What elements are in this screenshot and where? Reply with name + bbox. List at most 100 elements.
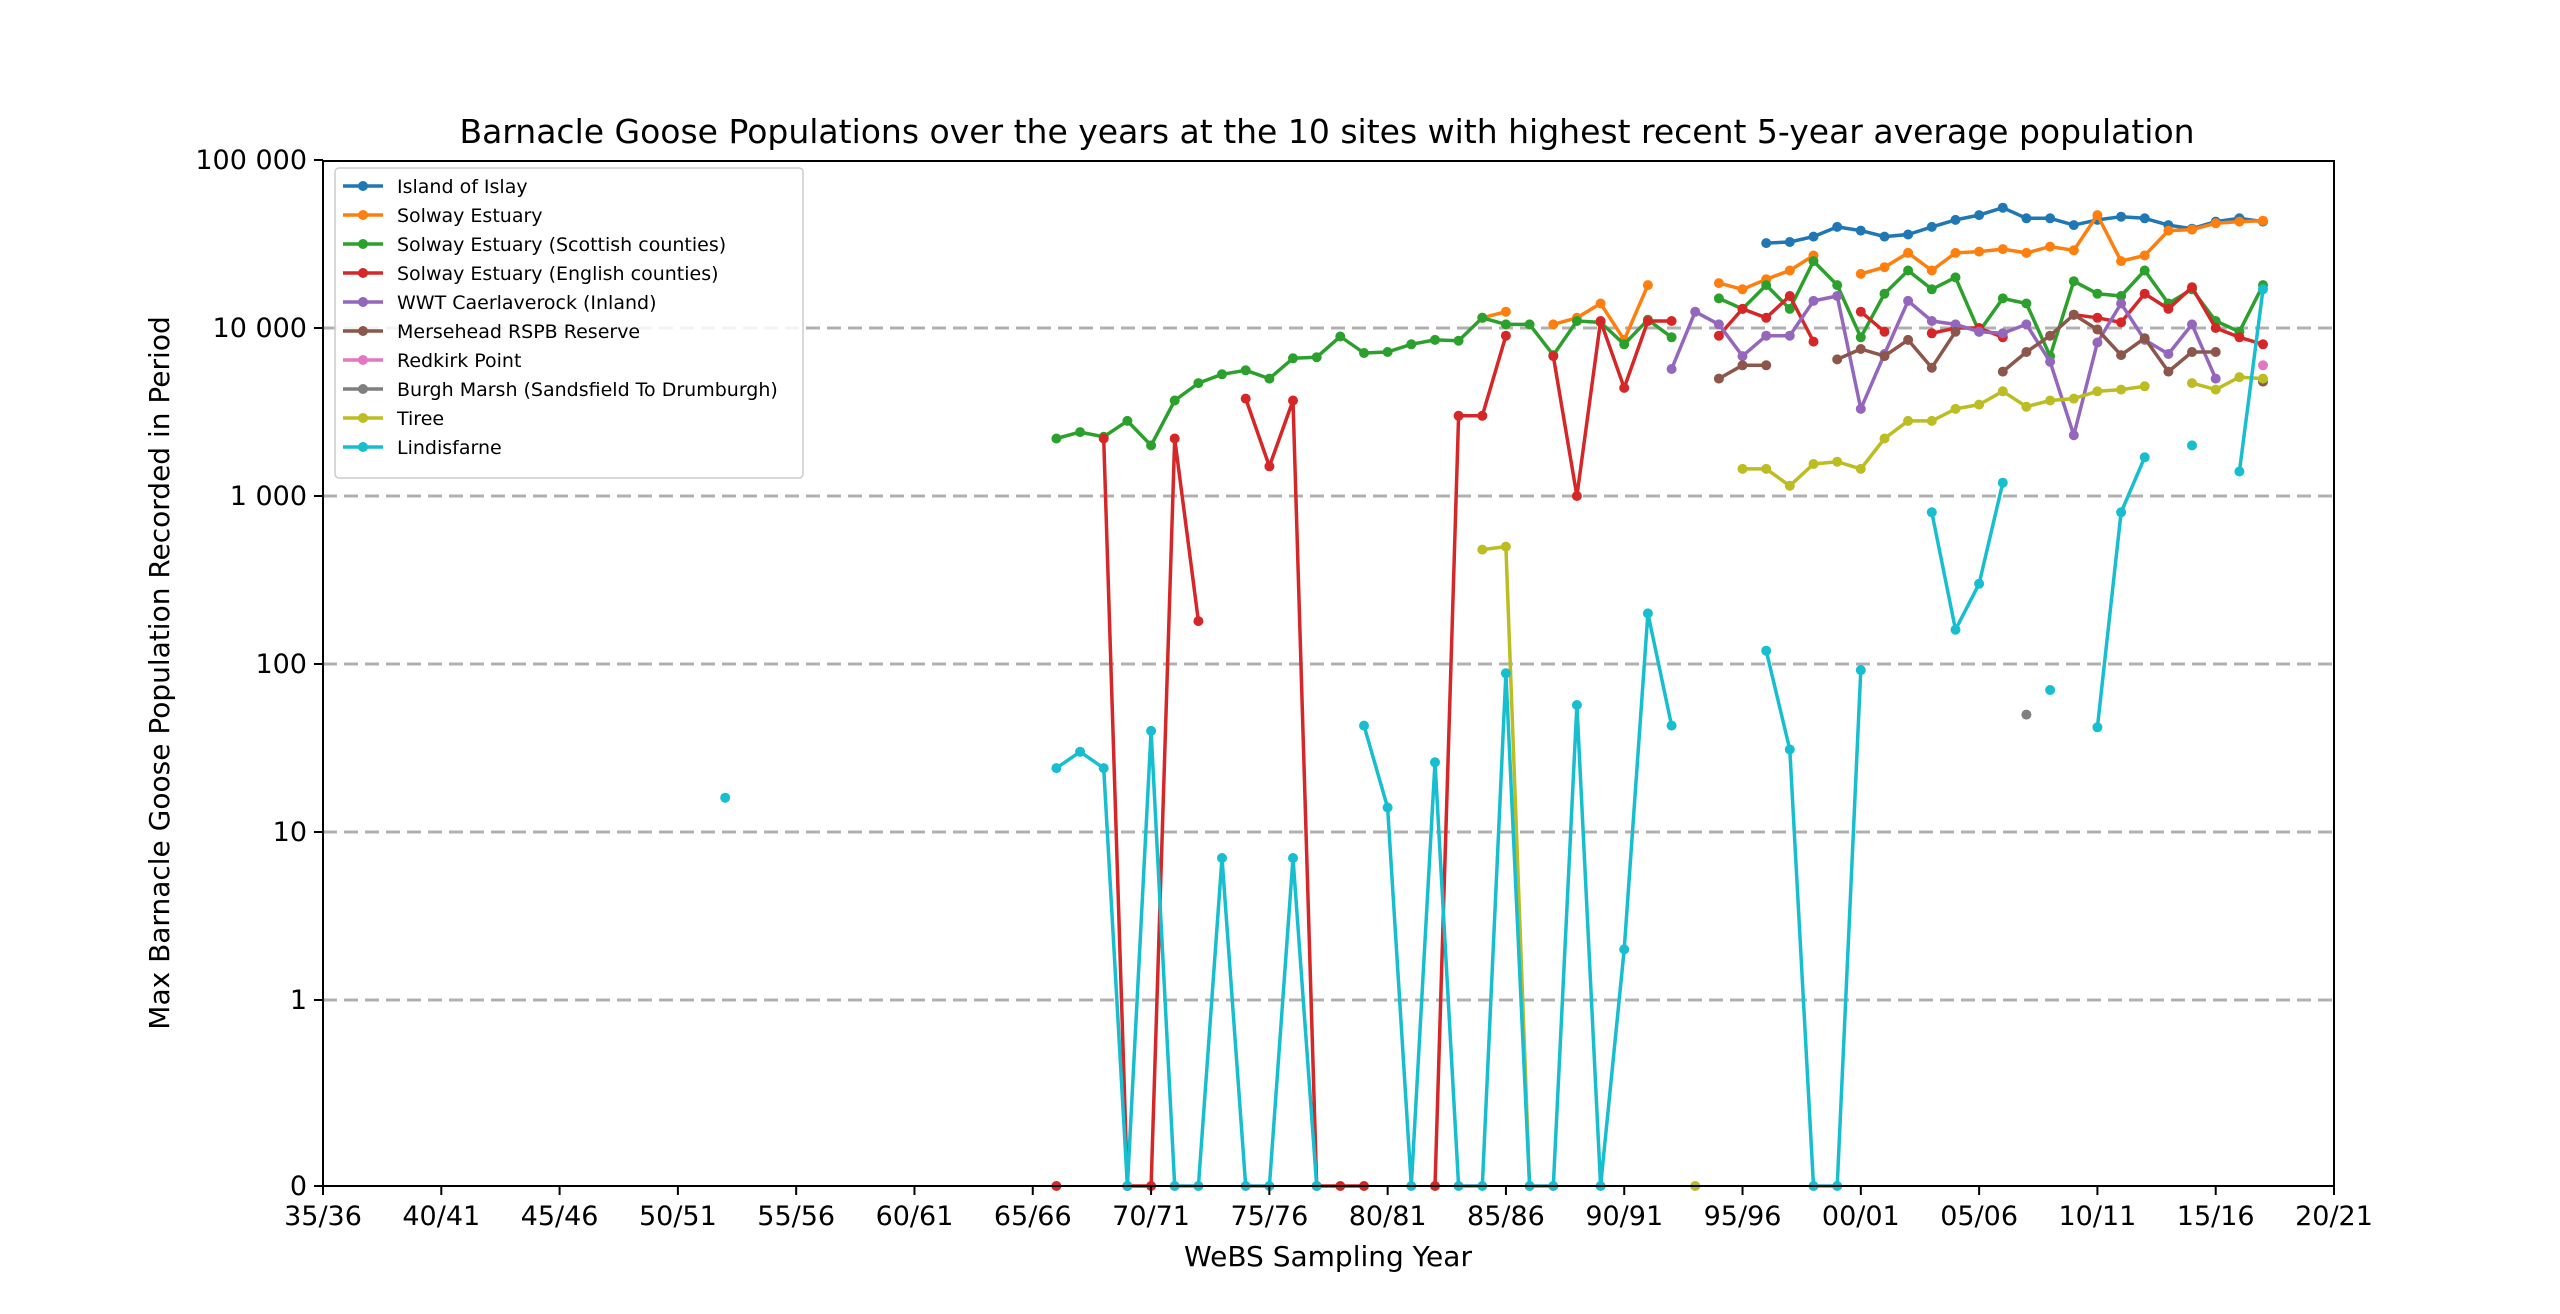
data-point [2021, 213, 2032, 224]
x-tick-label: 85/86 [1467, 1201, 1545, 1232]
series-3 [1051, 256, 2268, 451]
series-line [1836, 330, 1957, 370]
data-point [1169, 395, 1180, 406]
legend-label: Redkirk Point [397, 350, 521, 372]
data-point [2139, 265, 2150, 276]
legend-label: Lindisfarne [397, 437, 502, 459]
chart-title: Barnacle Goose Populations over the year… [459, 112, 2194, 151]
x-tick-label: 20/21 [2295, 1201, 2373, 1232]
data-point [1713, 330, 1724, 341]
data-point [1761, 463, 1772, 474]
data-point [1595, 298, 1606, 309]
data-point [2258, 373, 2268, 384]
data-point [2092, 386, 2103, 397]
x-tick-label: 40/41 [402, 1201, 480, 1232]
data-point [1879, 231, 1890, 242]
legend-entry: Solway Estuary (English counties) [343, 263, 719, 285]
series-line [1433, 335, 1508, 1187]
data-point [1832, 280, 1843, 291]
data-point [2210, 347, 2221, 357]
data-point [1903, 247, 1914, 258]
data-point [1784, 480, 1795, 491]
data-point [2139, 333, 2150, 344]
data-point [1974, 326, 1985, 337]
data-point [1217, 369, 1227, 380]
data-point [1477, 410, 1488, 421]
legend-entry: Tiree [343, 408, 444, 430]
series-line [2237, 289, 2265, 472]
data-point [1950, 326, 1961, 337]
data-point [2234, 466, 2245, 477]
data-point [1997, 328, 2008, 339]
data-point [1879, 288, 1890, 299]
legend-entry: Lindisfarne [343, 437, 502, 459]
series-line [1718, 259, 2265, 358]
legend-entry: Redkirk Point [343, 350, 521, 372]
data-point [2045, 241, 2056, 252]
y-tick-label: 100 000 [195, 145, 307, 176]
data-point [1997, 386, 2008, 397]
data-point [1430, 757, 1440, 768]
data-point [1051, 763, 1062, 774]
data-point [1713, 293, 1724, 304]
y-tick-label: 0 [290, 1171, 307, 1202]
y-tick-label: 1 000 [230, 481, 307, 512]
data-point [1122, 415, 1133, 426]
data-point [1879, 351, 1890, 362]
data-point [2116, 211, 2127, 222]
legend-label: Burgh Marsh (Sandsfield To Drumburgh) [397, 379, 778, 401]
data-point [2163, 225, 2174, 236]
data-point [2092, 288, 2103, 299]
data-point [1997, 293, 2008, 304]
series-line [1244, 398, 1364, 1188]
series-line [1055, 729, 1319, 1188]
data-point [1926, 221, 1937, 232]
data-point [1879, 326, 1890, 337]
series-line [1764, 650, 1863, 1188]
data-point [1950, 272, 1961, 283]
y-tick-label: 1 [290, 985, 307, 1016]
data-point [1548, 319, 1559, 330]
data-point [1974, 578, 1985, 589]
data-point [1903, 415, 1914, 426]
legend-box [334, 167, 804, 479]
data-point [1453, 410, 1464, 421]
legend-label: WWT Caerlaverock (Inland) [397, 292, 657, 314]
x-axis-title: WeBS Sampling Year [1184, 1240, 1472, 1273]
data-point [2092, 210, 2103, 221]
data-point [2021, 298, 2032, 309]
data-point [1382, 347, 1393, 357]
data-point [1926, 415, 1937, 426]
data-point [1193, 378, 1204, 389]
data-point [1666, 364, 1677, 374]
data-point [1761, 238, 1772, 249]
data-point [1642, 316, 1653, 326]
data-point [1619, 944, 1630, 955]
data-point [1903, 229, 1914, 240]
data-point [2092, 312, 2103, 323]
data-point [1855, 344, 1866, 354]
legend-label: Solway Estuary (Scottish counties) [397, 234, 726, 256]
data-point [2068, 309, 2079, 320]
legend-entry: Solway Estuary (Scottish counties) [343, 234, 726, 256]
data-point [2021, 247, 2032, 258]
data-point [1926, 507, 1937, 518]
data-point [1784, 291, 1795, 301]
data-point [1642, 280, 1653, 291]
series-line [1766, 205, 2264, 245]
data-point [1761, 645, 1772, 656]
data-point [1808, 231, 1819, 242]
series-10 [720, 284, 2268, 1191]
data-point [1950, 624, 1961, 635]
data-point [1832, 456, 1843, 467]
data-point [2045, 395, 2056, 406]
data-point [2139, 452, 2150, 463]
data-point [1713, 319, 1724, 330]
data-point [2092, 722, 2103, 733]
data-point [1974, 399, 1985, 410]
data-point [2234, 332, 2245, 343]
data-point [1571, 700, 1582, 710]
legend-label: Solway Estuary (English counties) [397, 263, 719, 285]
series-4 [1051, 282, 2268, 1191]
legend-label: Mersehead RSPB Reserve [397, 321, 640, 343]
